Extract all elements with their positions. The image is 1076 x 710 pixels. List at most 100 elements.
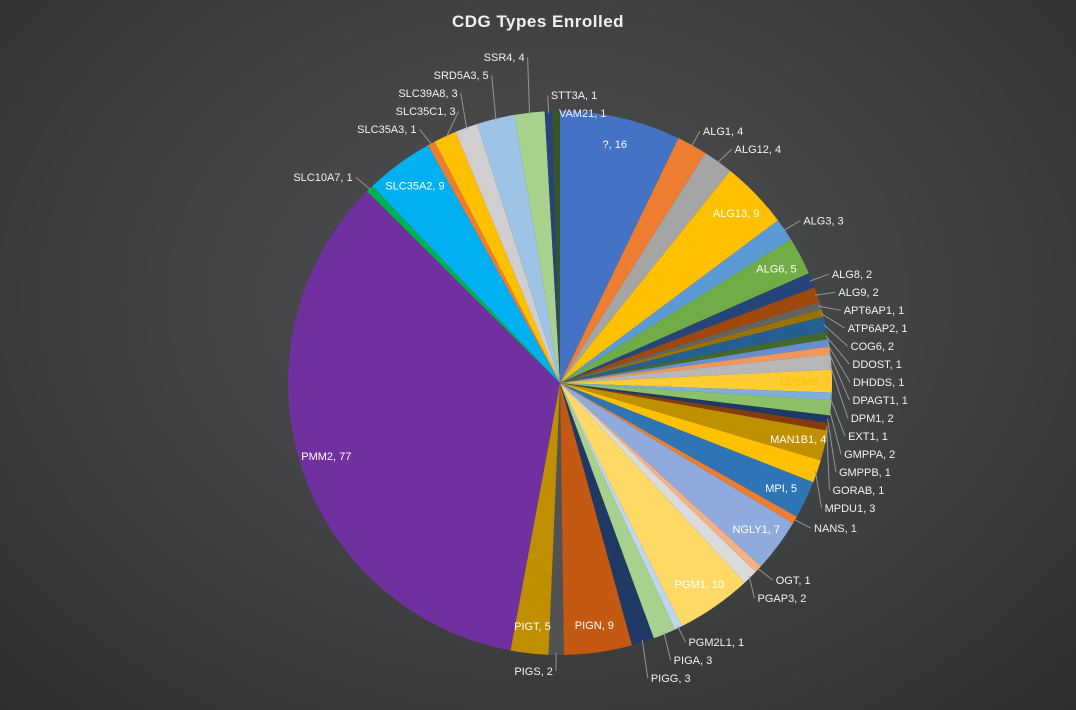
leader-line-ATP6AP2 <box>820 312 846 329</box>
pie-slice-MAN1B1[interactable] <box>560 383 828 461</box>
pie-slice-NANS[interactable] <box>560 383 797 524</box>
slice-label-?: ?, 16 <box>602 139 626 151</box>
pie-slice-PIGN[interactable] <box>560 383 632 655</box>
pie-slice-DPAGT1[interactable] <box>560 346 831 383</box>
slice-label-PGAP3: PGAP3, 2 <box>758 593 807 605</box>
leader-line-PIGA <box>663 632 672 661</box>
pie-slice-STT3A[interactable] <box>544 111 560 384</box>
pie-slice-PGM2L1[interactable] <box>560 383 682 630</box>
leader-line-GMPPA <box>828 407 842 455</box>
pie-slice-PIGS[interactable] <box>548 383 564 655</box>
pie-slice-SRD5A3[interactable] <box>477 114 560 383</box>
pie-slice-OGT[interactable] <box>560 383 761 572</box>
pie-slice-APT6AP1[interactable] <box>560 301 822 383</box>
pie-slice-COG6[interactable] <box>560 316 828 383</box>
leader-line-ALG8 <box>809 273 829 282</box>
slice-label-GMPPA: GMPPA, 2 <box>844 449 895 461</box>
pie-slice-PIGG[interactable] <box>560 383 654 646</box>
pie-slice-DDOST[interactable] <box>560 331 829 383</box>
pie-slice-NGLY1[interactable] <box>560 383 793 567</box>
slice-label-ALG3: ALG3, 3 <box>803 216 843 228</box>
slice-label-ALG1: ALG1, 4 <box>703 126 743 138</box>
slice-label-MPI: MPI, 5 <box>765 483 797 495</box>
pie-slice-ATP6AP2[interactable] <box>560 309 824 383</box>
leader-line-PGM2L1 <box>677 625 686 643</box>
pie-slice-VAM21[interactable] <box>552 111 560 383</box>
pie-slice-ALG8[interactable] <box>560 273 815 383</box>
slice-label-SRD5A3: SRD5A3, 5 <box>434 70 489 82</box>
leader-line-GMPPB <box>827 418 837 473</box>
slice-label-SLC35A3: SLC35A3, 1 <box>357 124 416 136</box>
pie-slice-GMPPB[interactable] <box>560 383 831 424</box>
pie-slice-ALG1[interactable] <box>560 138 706 383</box>
slice-label-ALG8: ALG8, 2 <box>832 269 872 281</box>
slice-label-MPDU1: MPDU1, 3 <box>825 503 876 515</box>
pie-slice-PGAP3[interactable] <box>560 383 756 583</box>
leader-line-PGAP3 <box>748 575 755 599</box>
pie-slice-ALG3[interactable] <box>560 220 791 383</box>
pie-slice-MPDU1[interactable] <box>560 383 821 483</box>
leader-line-ALG3 <box>782 220 801 232</box>
pie-slice-SLC10A7[interactable] <box>366 185 560 383</box>
pie-slice-SLC39A8[interactable] <box>455 123 560 384</box>
leader-line-SSR4 <box>527 57 531 115</box>
leader-line-STT3A <box>547 95 550 114</box>
slice-label-PGM1: PGM1, 10 <box>675 579 725 591</box>
slice-label-PIGN: PIGN, 9 <box>575 620 614 632</box>
pie-slice-?[interactable] <box>560 111 679 383</box>
pie-slice-ALG12[interactable] <box>560 153 731 383</box>
leader-line-SLC35C1 <box>445 111 460 139</box>
pie-slice-PGM1[interactable] <box>560 383 745 627</box>
slice-label-GORAB: GORAB, 1 <box>832 485 884 497</box>
slice-label-NANS: NANS, 1 <box>814 523 857 535</box>
slice-label-DPM1: DPM1, 2 <box>851 413 894 425</box>
leader-line-SLC35A3 <box>419 128 433 146</box>
pie-slice-DHDDS[interactable] <box>560 339 830 383</box>
pie-slice-SLC35A2[interactable] <box>372 145 560 383</box>
slice-label-DHDDS: DHDDS, 1 <box>853 377 904 389</box>
leader-line-SRD5A3 <box>491 75 497 121</box>
leader-lines-layer <box>355 57 851 679</box>
pie-slice-ALG13[interactable] <box>560 170 779 383</box>
slice-label-PIGT: PIGT, 5 <box>514 621 551 633</box>
leader-line-COG6 <box>823 324 849 347</box>
pie-slices-layer <box>288 111 832 655</box>
leader-line-GORAB <box>826 426 830 491</box>
slice-label-ALG9: ALG9, 2 <box>838 287 878 299</box>
pie-slice-PMM2[interactable] <box>288 191 560 651</box>
pie-slice-MPI[interactable] <box>560 383 814 517</box>
slice-label-ALG12: ALG12, 4 <box>735 144 781 156</box>
slice-label-ATP6AP2: ATP6AP2, 1 <box>848 323 908 335</box>
pie-slice-DPM1[interactable] <box>560 354 832 383</box>
leader-line-ALG9 <box>815 291 836 296</box>
slice-label-COG6: COG6, 2 <box>851 341 894 353</box>
leader-line-OGT <box>756 567 774 581</box>
pie-slice-GMPPA[interactable] <box>560 383 832 416</box>
pie-slice-EDEM3[interactable] <box>560 369 832 393</box>
pie-slice-SLC35A3[interactable] <box>427 141 560 383</box>
slice-label-ALG6: ALG6, 5 <box>756 263 796 275</box>
leader-line-ALG12 <box>716 148 733 164</box>
pie-slice-ALG6[interactable] <box>560 239 809 383</box>
slice-label-SLC35A2: SLC35A2, 9 <box>385 181 444 193</box>
slice-label-SLC10A7: SLC10A7, 1 <box>293 172 352 184</box>
slice-labels-layer: ?, 16 ALG13, 9 ALG6, 5 EDEM3, 3 MAN1B1, 4 MPI… <box>293 52 908 685</box>
pie-slice-GORAB[interactable] <box>560 383 830 431</box>
leader-line-DHDDS <box>826 342 851 383</box>
leader-line-MPDU1 <box>814 470 823 509</box>
pie-slice-SLC35C1[interactable] <box>434 131 560 383</box>
slice-label-SLC39A8: SLC39A8, 3 <box>398 88 457 100</box>
leader-line-DPAGT1 <box>827 350 850 401</box>
slice-label-PIGS: PIGS, 2 <box>514 666 553 678</box>
pie-slice-EXT1[interactable] <box>560 383 832 401</box>
slice-label-PGM2L1: PGM2L1, 1 <box>688 637 744 649</box>
pie-slice-PIGA[interactable] <box>560 383 676 639</box>
slice-label-GMPPB: GMPPB, 1 <box>839 467 891 479</box>
slice-label-EXT1: EXT1, 1 <box>848 431 888 443</box>
pie-slice-ALG9[interactable] <box>560 287 820 383</box>
pie-slice-PIGT[interactable] <box>510 383 560 655</box>
slice-label-ALG13: ALG13, 9 <box>713 208 759 220</box>
pie-slice-SSR4[interactable] <box>514 111 560 384</box>
slice-label-OGT: OGT, 1 <box>776 575 811 587</box>
